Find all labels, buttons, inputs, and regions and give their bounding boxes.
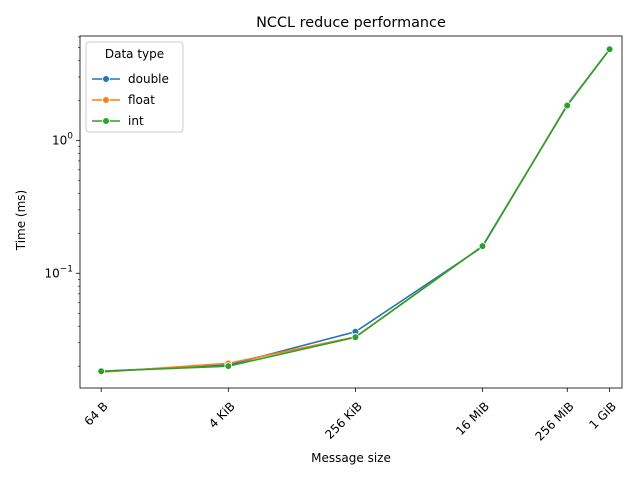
legend-swatch-marker [102, 117, 110, 125]
data-point-int [97, 367, 105, 376]
data-point-int [224, 362, 233, 370]
x-tick-label: 16 MiB [453, 399, 492, 438]
y-tick-label: 10−1 [44, 264, 73, 280]
x-axis: 64 B 4 KiB 256 KiB 16 MiB 256 MiB 1 GiB [81, 388, 619, 444]
legend-title: Data type [105, 47, 164, 61]
legend-box [85, 41, 184, 133]
x-tick-label: 256 MiB [532, 399, 576, 443]
x-tick-label: 4 KiB [206, 399, 238, 431]
x-tick-label: 256 KiB [322, 399, 365, 442]
plot-area [79, 35, 623, 389]
series-layer [97, 45, 614, 377]
data-point-int [351, 333, 360, 342]
legend-swatch-marker [102, 96, 110, 104]
data-point-int [605, 45, 614, 54]
x-axis-label: Message size [311, 451, 391, 465]
chart-title: NCCL reduce performance [256, 15, 446, 31]
legend-label: int [128, 114, 144, 128]
series-int [97, 45, 614, 376]
x-tick-label: 64 B [81, 399, 110, 428]
legend: Data type double float int [85, 41, 184, 133]
x-tick-label: 1 GiB [586, 399, 619, 432]
plot-frame [79, 35, 623, 389]
legend-label: float [128, 93, 155, 107]
series-line-int [101, 48, 611, 373]
data-point-int [563, 101, 572, 110]
legend-swatch-marker [102, 75, 110, 83]
legend-label: double [128, 72, 169, 86]
y-axis: 10−1 100 [44, 36, 80, 367]
y-axis-label: Time (ms) [14, 190, 28, 252]
y-tick-label: 100 [52, 131, 73, 147]
data-point-int [478, 242, 487, 250]
